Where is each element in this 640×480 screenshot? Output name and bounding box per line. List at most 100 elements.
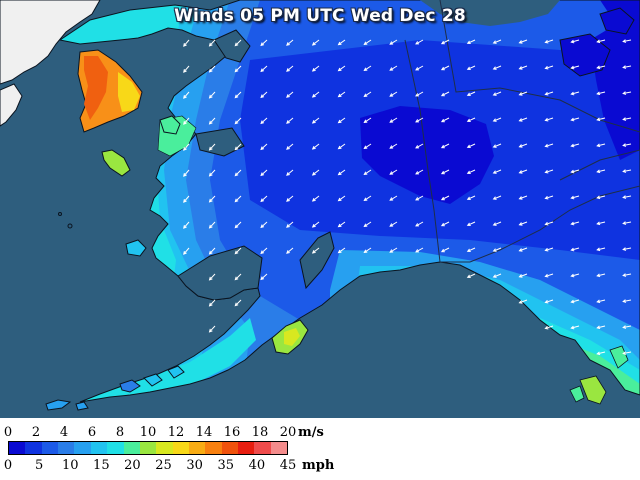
- wind-arrow: [415, 143, 424, 149]
- wind-arrow: [492, 91, 502, 96]
- wind-arrow: [544, 143, 554, 148]
- wind-arrow: [466, 117, 476, 123]
- kotzebue-sound: [213, 29, 251, 63]
- color-legend: 0 2 4 6 8 10 12 14 16 18 20 m/s 0 5 10 15 20 25 30 35 40 45…: [0, 418, 640, 480]
- wind-arrow: [544, 91, 554, 96]
- legend-swatch: [254, 442, 271, 454]
- wind-arrow: [596, 169, 606, 174]
- wind-arrow: [389, 169, 398, 175]
- wind-arrow: [208, 91, 216, 99]
- wind-arrow: [518, 221, 528, 226]
- chukotka-wind-core: [84, 56, 108, 120]
- wind-arrow: [596, 299, 606, 304]
- wind-arrow: [337, 117, 346, 124]
- wind-arrow: [596, 273, 606, 278]
- wind-arrow: [260, 91, 268, 99]
- wind-arrow: [286, 247, 294, 254]
- wind-arrow: [337, 39, 346, 46]
- wind-arrow: [570, 91, 580, 96]
- wind-arrow: [286, 221, 294, 228]
- wind-arrow: [183, 195, 190, 203]
- wind-arrow: [286, 195, 294, 202]
- wind-arrow: [183, 143, 190, 151]
- wind-arrow: [570, 221, 580, 226]
- wind-arrow: [415, 247, 424, 253]
- mph-tick-label: 30: [186, 458, 203, 473]
- wind-arrow: [544, 39, 554, 44]
- wind-arrow: [311, 91, 320, 98]
- wind-arrow: [234, 39, 242, 47]
- mph-tick-label: 25: [155, 458, 172, 473]
- wind-arrow: [570, 143, 580, 148]
- wind-arrow: [570, 117, 580, 122]
- wind-arrow: [492, 143, 502, 148]
- wind-arrow: [596, 195, 606, 200]
- ms-tick-label: 20: [279, 425, 297, 440]
- wind-arrow: [260, 143, 268, 151]
- wind-arrow: [544, 273, 554, 278]
- wind-arrow: [466, 39, 476, 45]
- wind-arrow: [518, 247, 528, 252]
- wind-arrow: [622, 221, 632, 225]
- wind-arrow: [570, 39, 580, 44]
- wind-map: [0, 0, 640, 418]
- wind-arrow: [286, 143, 294, 150]
- wind-arrow: [492, 39, 502, 44]
- wind-arrow: [234, 221, 242, 229]
- mph-tick-label: 20: [124, 458, 141, 473]
- wind-arrow: [570, 247, 580, 252]
- wind-arrow: [363, 221, 372, 227]
- wind-arrow: [518, 91, 528, 96]
- mph-tick-label: 35: [217, 458, 235, 473]
- legend-swatch: [107, 442, 124, 454]
- wind-arrow: [311, 169, 320, 176]
- wind-arrow: [518, 195, 528, 200]
- wind-arrow: [208, 39, 216, 47]
- wind-arrow: [311, 117, 320, 124]
- wind-arrow: [363, 91, 372, 97]
- wind-arrow: [518, 117, 528, 122]
- wind-arrow: [440, 117, 450, 123]
- mph-tick-label: 15: [93, 458, 110, 473]
- mph-tick-label: 45: [279, 458, 297, 473]
- wind-arrow: [183, 117, 190, 125]
- wind-arrow: [570, 195, 580, 200]
- wind-arrow: [389, 39, 398, 45]
- legend-swatch: [188, 442, 206, 454]
- wind-arrow: [260, 39, 268, 47]
- wind-arrow: [518, 65, 528, 70]
- ms-tick-label: 6: [87, 425, 97, 440]
- mph-tick-label: 10: [61, 458, 79, 473]
- mph-unit-label: mph: [302, 458, 335, 473]
- wind-arrow: [466, 65, 476, 71]
- legend-swatch: [238, 442, 255, 454]
- legend-swatch: [9, 442, 26, 454]
- wind-arrow: [286, 169, 294, 176]
- wind-arrow: [337, 143, 346, 150]
- mph-tick-label: 40: [248, 458, 266, 473]
- wind-arrow: [389, 247, 398, 253]
- chukotka-wind-edge: [118, 72, 140, 112]
- wind-arrow: [260, 221, 268, 229]
- wind-arrow: [544, 195, 554, 200]
- wind-arrow: [570, 169, 580, 174]
- wind-arrow: [311, 221, 320, 228]
- wind-arrow: [208, 143, 216, 151]
- wind-arrow: [570, 273, 580, 278]
- wind-arrow: [622, 117, 632, 121]
- wind-arrow: [466, 195, 476, 201]
- wind-arrow: [544, 299, 554, 304]
- wind-arrow: [544, 117, 554, 122]
- wind-arrow: [337, 195, 346, 202]
- wind-arrow: [208, 273, 216, 281]
- wind-arrow: [415, 65, 424, 71]
- wind-arrow: [208, 65, 216, 73]
- wind-arrow: [492, 195, 502, 200]
- wind-arrow: [260, 65, 268, 73]
- ms-tick-label: 4: [59, 425, 69, 440]
- wind-arrow: [518, 273, 528, 278]
- wind-arrow: [337, 91, 346, 98]
- wind-arrow: [234, 65, 242, 73]
- wind-arrow: [440, 65, 450, 71]
- arctic-coast-cut: [420, 0, 560, 26]
